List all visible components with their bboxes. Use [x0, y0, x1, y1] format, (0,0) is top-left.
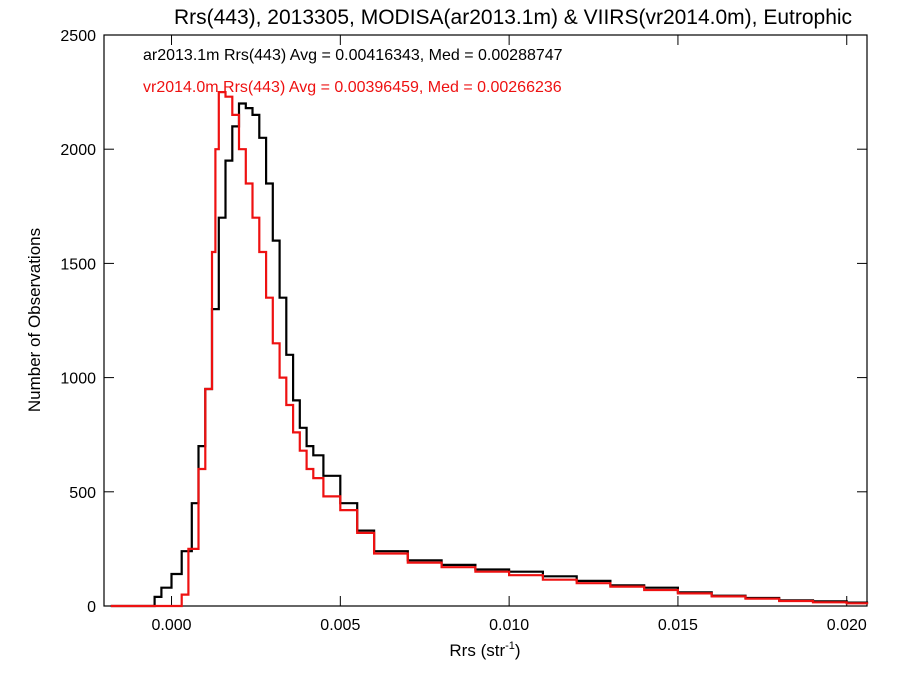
- x-axis-label-close: ): [515, 641, 521, 660]
- y-tick-label: 2000: [60, 142, 96, 159]
- plot-frame: [103, 34, 868, 607]
- y-tick-label: 500: [69, 485, 96, 502]
- y-axis-label: Number of Observations: [25, 228, 44, 412]
- legend-entry-1: ar2013.1m Rrs(443) Avg = 0.00416343, Med…: [143, 47, 563, 64]
- x-axis-label: Rrs (str-1): [449, 640, 520, 660]
- y-tick-label: 1000: [60, 371, 96, 388]
- chart-title: Rrs(443), 2013305, MODISA(ar2013.1m) & V…: [174, 6, 852, 29]
- x-tick-label: 0.020: [827, 617, 867, 634]
- x-axis-label-superscript: -1: [505, 640, 515, 652]
- legend-entry-2: vr2014.0m Rrs(443) Avg = 0.00396459, Med…: [143, 79, 562, 96]
- series-line-1: [110, 102, 869, 608]
- x-tick-label: 0.015: [658, 617, 698, 634]
- y-axis: 0 500 1000 1500 2000 2500: [60, 28, 867, 616]
- x-tick-label: 0.010: [489, 617, 529, 634]
- y-tick-label: 1500: [60, 256, 96, 273]
- series-line-2: [110, 91, 869, 608]
- y-tick-label: 2500: [60, 28, 96, 45]
- x-tick-label: 0.005: [320, 617, 360, 634]
- x-axis-label-main: Rrs (str: [449, 641, 505, 660]
- x-axis: 0.000 0.005 0.010 0.015 0.020: [151, 35, 867, 634]
- series-layer: [110, 91, 869, 608]
- y-tick-label: 0: [87, 599, 96, 616]
- x-tick-label: 0.000: [151, 617, 191, 634]
